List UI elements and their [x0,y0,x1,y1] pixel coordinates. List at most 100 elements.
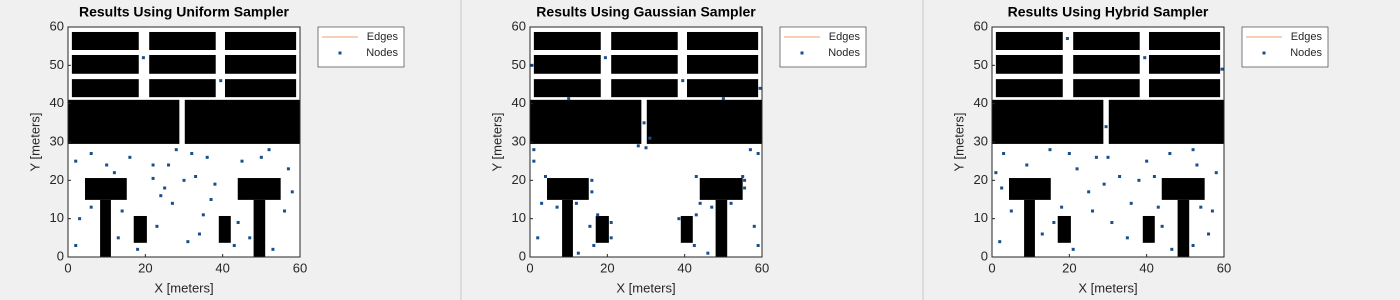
node-point [1104,125,1108,129]
node-point [609,221,613,224]
y-tick-label: 10 [50,210,64,225]
node-point [677,217,681,221]
y-tick-label: 10 [512,210,526,225]
node-point [209,198,213,201]
y-tick-label: 30 [974,133,988,148]
obstacle [1108,99,1224,144]
y-tick-label: 0 [519,248,526,263]
obstacle [149,54,216,74]
x-tick-label: 0 [64,260,71,275]
node-point [1067,152,1071,155]
obstacle [699,178,743,200]
legend-marker [338,51,342,55]
node-point [692,244,696,247]
node-point [1125,236,1129,240]
node-point [128,155,132,159]
obstacle [1073,54,1140,74]
x-tick-label: 40 [1139,260,1153,275]
node-point [592,244,596,247]
node-point [1143,56,1147,60]
y-tick-label: 20 [50,172,64,187]
chart-title: Results Using Gaussian Sampler [536,4,756,20]
obstacle [680,215,693,243]
obstacle [71,31,139,50]
chart-title: Results Using Hybrid Sampler [1008,4,1209,20]
x-axis-label: X [meters] [154,280,213,295]
node-point [105,163,109,167]
node-point [576,251,580,255]
y-tick-label: 60 [974,18,988,33]
node-point [998,240,1002,244]
obstacle [530,99,642,144]
node-point [710,205,714,209]
node-point [644,146,648,150]
node-point [756,152,760,155]
node-point [1137,178,1141,182]
node-point [540,201,544,205]
obstacle [686,54,759,74]
y-tick-label: 30 [512,133,526,148]
node-point [994,171,998,175]
node-point [1002,152,1006,155]
node-point [1065,37,1069,40]
node-point [1214,171,1218,175]
x-tick-label: 0 [526,260,533,275]
obstacle [1177,199,1190,257]
node-point [112,171,116,175]
node-point [120,209,124,213]
x-tick-label: 40 [677,260,691,275]
obstacle [149,31,216,50]
node-point [1009,209,1013,213]
node-point [758,86,762,90]
node-point [706,251,710,255]
obstacle [533,31,601,50]
node-point [567,97,571,101]
node-point [603,56,607,60]
node-point [743,178,747,182]
node-point [1071,247,1075,251]
node-point [588,224,592,228]
obstacle [533,54,601,74]
node-point [1094,155,1098,159]
node-point [167,163,171,167]
node-point [205,155,209,159]
y-axis-label: Y [meters] [27,112,42,171]
node-point [1048,148,1052,152]
obstacle [149,79,216,98]
obstacle [686,31,759,50]
obstacle [995,79,1063,98]
obstacle [1009,178,1051,200]
y-tick-label: 30 [50,133,64,148]
chart-title: Results Using Uniform Sampler [79,4,290,20]
obstacle [611,31,678,50]
node-point [609,236,613,240]
y-tick-label: 10 [974,210,988,225]
node-point [698,201,702,205]
obstacle [1148,31,1221,50]
node-point [721,97,725,101]
node-point [89,152,93,155]
obstacle [995,31,1063,50]
x-tick-label: 20 [1062,260,1076,275]
node-point [590,178,594,182]
node-point [681,79,685,83]
obstacle [71,54,139,74]
node-point [197,232,201,236]
node-point [159,194,163,198]
node-point [694,213,698,217]
node-point [1191,148,1195,152]
node-point [648,136,652,140]
node-point [219,79,223,83]
node-point [756,244,760,247]
obstacle [611,79,678,98]
node-point [729,201,733,205]
node-point [1087,190,1091,194]
node-point [141,56,145,60]
x-axis-label: X [meters] [1078,280,1137,295]
node-point [190,152,194,155]
node-point [271,247,275,251]
node-point [1156,205,1160,209]
node-point [89,205,93,209]
